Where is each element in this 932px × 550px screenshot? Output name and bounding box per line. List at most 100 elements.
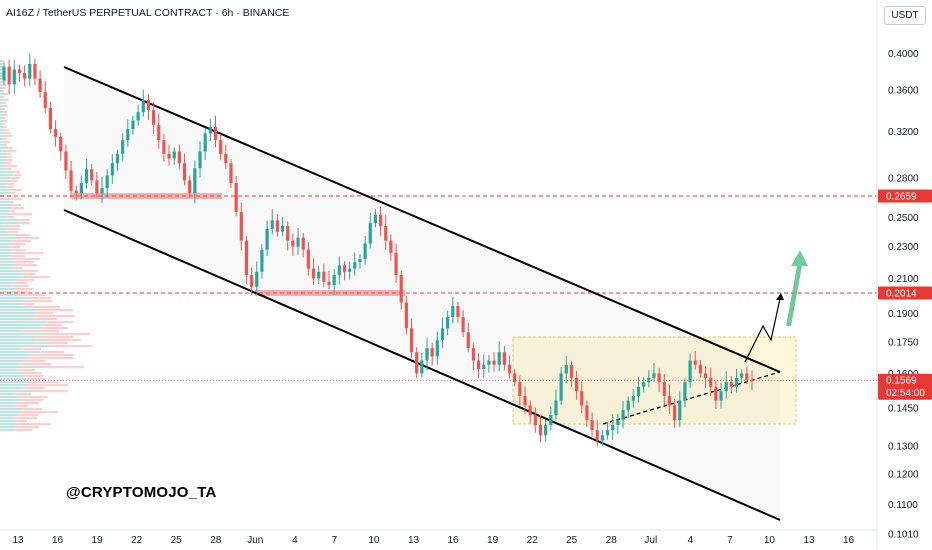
candle-body	[678, 400, 682, 421]
volume-bar	[0, 336, 35, 339]
candle-body	[224, 153, 228, 164]
volume-bar	[0, 324, 41, 327]
candle-body	[280, 225, 285, 232]
volume-bar	[0, 78, 3, 81]
candle-body	[327, 281, 331, 286]
volume-bar	[16, 219, 30, 222]
candle-body	[435, 340, 439, 357]
volume-bar	[0, 243, 13, 246]
candle-body	[348, 268, 352, 272]
volume-bar	[5, 153, 12, 156]
volume-bar	[0, 312, 34, 315]
volume-bar	[29, 354, 74, 357]
candle-body	[100, 188, 104, 194]
candle-body	[559, 373, 563, 401]
volume-bar	[12, 267, 23, 270]
candle-body	[90, 169, 94, 181]
candle-body	[425, 348, 429, 361]
volume-bar	[0, 153, 6, 156]
volume-bar	[12, 204, 21, 207]
candle-body	[311, 268, 316, 279]
volume-bar	[0, 402, 15, 405]
volume-bar	[0, 216, 6, 219]
volume-bar	[6, 168, 12, 171]
price-axis-bg	[877, 0, 932, 550]
candle-body	[688, 360, 692, 383]
x-tick-label: 22	[527, 535, 539, 546]
candle-body	[734, 377, 739, 387]
candle-body	[631, 395, 635, 401]
volume-bar	[0, 333, 47, 336]
volume-bar	[0, 231, 7, 234]
volume-bar	[0, 276, 28, 279]
volume-bar	[0, 408, 22, 411]
candle-body	[476, 360, 481, 370]
y-tick-label: 0.1200	[888, 469, 919, 480]
volume-bar	[2, 111, 7, 114]
volume-bar	[0, 66, 3, 69]
y-tick-label: 0.1900	[888, 309, 919, 320]
x-tick-label: 19	[92, 535, 104, 546]
volume-bar	[6, 186, 14, 189]
y-tick-label: 0.1100	[888, 500, 918, 511]
volume-bar	[0, 267, 13, 270]
volume-bar	[27, 384, 68, 387]
volume-bar	[12, 171, 20, 174]
candle-body	[162, 140, 166, 154]
candle-body	[456, 306, 460, 318]
x-tick-label: 13	[803, 535, 815, 546]
candle-body	[270, 220, 274, 229]
candle-body	[683, 382, 687, 401]
candle-body	[182, 163, 187, 181]
candle-body	[38, 78, 42, 93]
volume-bar	[3, 141, 10, 144]
volume-bar	[0, 210, 10, 213]
volume-bar	[0, 168, 7, 171]
x-tick-label: 19	[487, 535, 499, 546]
volume-bar	[18, 363, 52, 366]
volume-bar	[0, 279, 16, 282]
candle-body	[611, 425, 615, 431]
candle-body	[48, 108, 53, 130]
volume-bar	[35, 390, 68, 393]
volume-bar	[21, 294, 46, 297]
volume-bar	[0, 171, 13, 174]
y-tick-label: 0.2300	[888, 242, 919, 253]
volume-bar	[0, 285, 11, 288]
candle-body	[647, 377, 651, 383]
candle-body	[131, 120, 135, 130]
volume-bar	[0, 141, 4, 144]
y-tick-label: 0.3600	[888, 86, 919, 97]
candle-body	[105, 175, 109, 189]
candle-body	[157, 124, 161, 141]
volume-bar	[32, 342, 68, 345]
volume-bar	[18, 222, 30, 225]
volume-bar	[13, 174, 22, 177]
candle-body	[373, 214, 378, 224]
candle-body	[152, 110, 156, 125]
candle-body	[126, 129, 130, 141]
volume-bar	[0, 135, 7, 138]
volume-bar	[22, 273, 36, 276]
candle-body	[652, 373, 656, 378]
x-tick-label: 28	[210, 535, 222, 546]
volume-bar	[6, 231, 18, 234]
volume-bar	[0, 393, 13, 396]
currency-selector[interactable]: USDT	[884, 6, 926, 25]
volume-bar	[0, 69, 2, 72]
volume-bar	[0, 123, 4, 126]
volume-bar	[14, 288, 34, 291]
x-tick-label: 25	[566, 535, 578, 546]
target-arrow	[786, 250, 808, 326]
volume-bar	[0, 309, 41, 312]
candle-body	[750, 380, 754, 382]
volume-bar	[0, 351, 42, 354]
volume-bar	[0, 120, 4, 123]
candle-body	[626, 400, 630, 411]
volume-bar	[22, 411, 59, 414]
volume-bar	[1, 90, 5, 93]
volume-bar	[0, 150, 8, 153]
volume-bar	[0, 84, 3, 87]
